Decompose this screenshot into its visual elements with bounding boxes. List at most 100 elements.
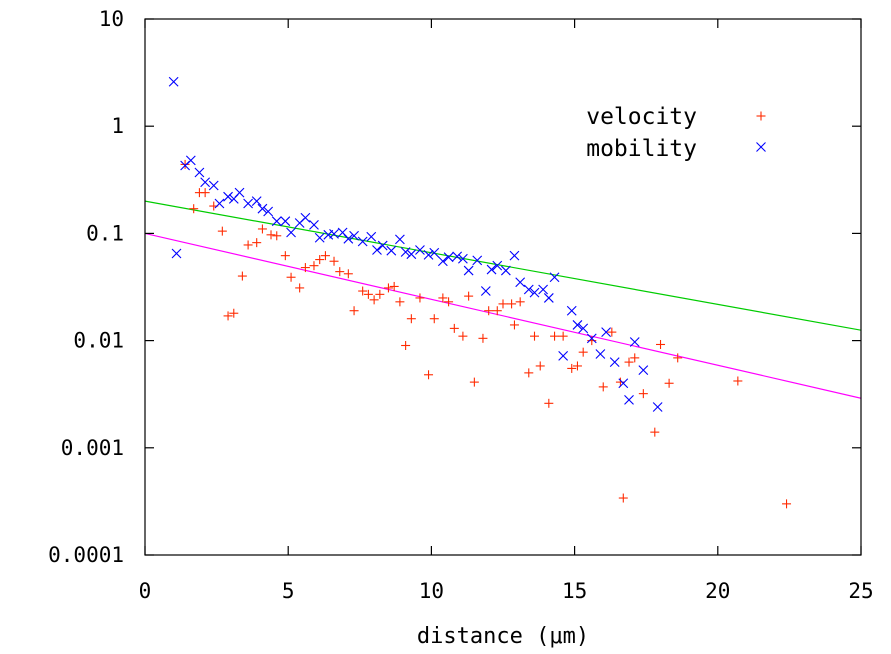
velocity-point: [369, 295, 379, 305]
velocity-point: [492, 306, 502, 316]
x-tick-label: 25: [848, 579, 873, 603]
mobility-point: [515, 277, 526, 288]
mobility-point: [437, 256, 448, 267]
mobility-point: [624, 394, 634, 405]
x-tick-label: 5: [282, 579, 295, 603]
mobility-point: [214, 198, 225, 209]
mobility-point: [349, 230, 359, 241]
mobility-point: [329, 228, 339, 239]
mobility-point: [595, 349, 606, 359]
velocity-point: [438, 293, 448, 303]
mobility-point: [572, 320, 583, 330]
velocity-point: [624, 357, 634, 367]
mobility-point: [185, 155, 196, 166]
mobility-point: [395, 234, 405, 245]
velocity-point: [449, 323, 459, 333]
velocity-point: [607, 327, 617, 337]
velocity-point: [650, 427, 660, 437]
velocity-point: [389, 281, 399, 291]
velocity-point: [524, 368, 534, 378]
mobility-point: [618, 378, 629, 389]
velocity-point: [200, 188, 210, 198]
mobility-point: [609, 357, 620, 367]
mobility-point: [314, 232, 325, 243]
mobility-point: [400, 247, 411, 257]
mobility-point: [343, 233, 354, 244]
mobility-point: [543, 293, 554, 303]
velocity-point: [598, 382, 608, 392]
series-mobility: [168, 76, 663, 412]
mobility-point: [601, 327, 611, 338]
y-tick-label: 10: [99, 7, 124, 31]
legend: velocity mobility: [586, 104, 766, 162]
velocity-point: [415, 293, 425, 303]
mobility-point: [429, 247, 440, 258]
velocity-point: [295, 283, 305, 293]
mobility-point: [443, 252, 454, 263]
mobility-point: [652, 402, 663, 412]
mobility-point: [251, 196, 262, 207]
mobility-point: [463, 265, 474, 276]
velocity-point: [782, 499, 792, 509]
velocity-point: [429, 314, 439, 324]
mobility-point: [372, 245, 382, 255]
mobility-point: [200, 177, 211, 188]
mobility-point: [415, 245, 425, 255]
velocity-point: [243, 240, 253, 250]
x-tick-label: 0: [139, 579, 152, 603]
y-tick-label: 1: [111, 114, 124, 138]
mobility-point: [386, 245, 397, 256]
mobility-point: [300, 212, 311, 223]
velocity-point: [280, 251, 290, 261]
velocity-point: [509, 320, 519, 330]
velocity-point: [530, 331, 540, 341]
series-velocity: [180, 159, 792, 509]
velocity-point: [223, 311, 233, 321]
x-tick-label: 20: [705, 579, 730, 603]
velocity-point: [572, 361, 582, 371]
velocity-point: [309, 261, 319, 271]
velocity-point: [272, 231, 282, 241]
velocity-point: [335, 267, 345, 277]
velocity-point: [343, 269, 353, 279]
mobility-point: [271, 216, 282, 227]
velocity-point: [558, 331, 568, 341]
velocity-point: [673, 353, 683, 363]
series-layer: [168, 76, 792, 509]
velocity-point: [349, 306, 359, 316]
axis-ticks: [144, 18, 862, 556]
velocity-point: [615, 377, 625, 387]
mobility-point: [486, 264, 497, 275]
mobility-point: [566, 305, 577, 316]
mobility-point: [452, 251, 463, 262]
mobility-point: [208, 180, 219, 191]
x-tick-label: 10: [419, 579, 444, 603]
legend-marker-mobility: [756, 142, 766, 152]
velocity-point: [507, 299, 517, 309]
velocity-point: [406, 314, 416, 324]
velocity-point: [567, 363, 577, 373]
velocity-point: [252, 238, 262, 248]
legend-marker-mobility-glyph: [756, 142, 766, 152]
mobility-point: [480, 286, 491, 296]
fit-line-1: [145, 232, 861, 399]
velocity-point: [618, 493, 628, 503]
plot-frame: [144, 18, 862, 556]
velocity-point: [329, 256, 339, 266]
velocity-point: [375, 289, 385, 299]
mobility-point: [523, 284, 534, 295]
fit-lines: [145, 200, 861, 399]
velocity-point: [315, 255, 325, 265]
velocity-point: [733, 376, 743, 386]
mobility-point: [578, 323, 589, 334]
velocity-point: [363, 289, 373, 299]
velocity-point: [638, 389, 648, 399]
mobility-point: [366, 231, 377, 242]
velocity-point: [401, 341, 411, 351]
x-axis-label: distance (μm): [417, 624, 589, 649]
mobility-point: [357, 236, 368, 247]
legend-marker-velocity: [756, 111, 766, 121]
mobility-point: [558, 351, 569, 361]
mobility-point: [168, 76, 179, 87]
mobility-point: [549, 272, 560, 283]
